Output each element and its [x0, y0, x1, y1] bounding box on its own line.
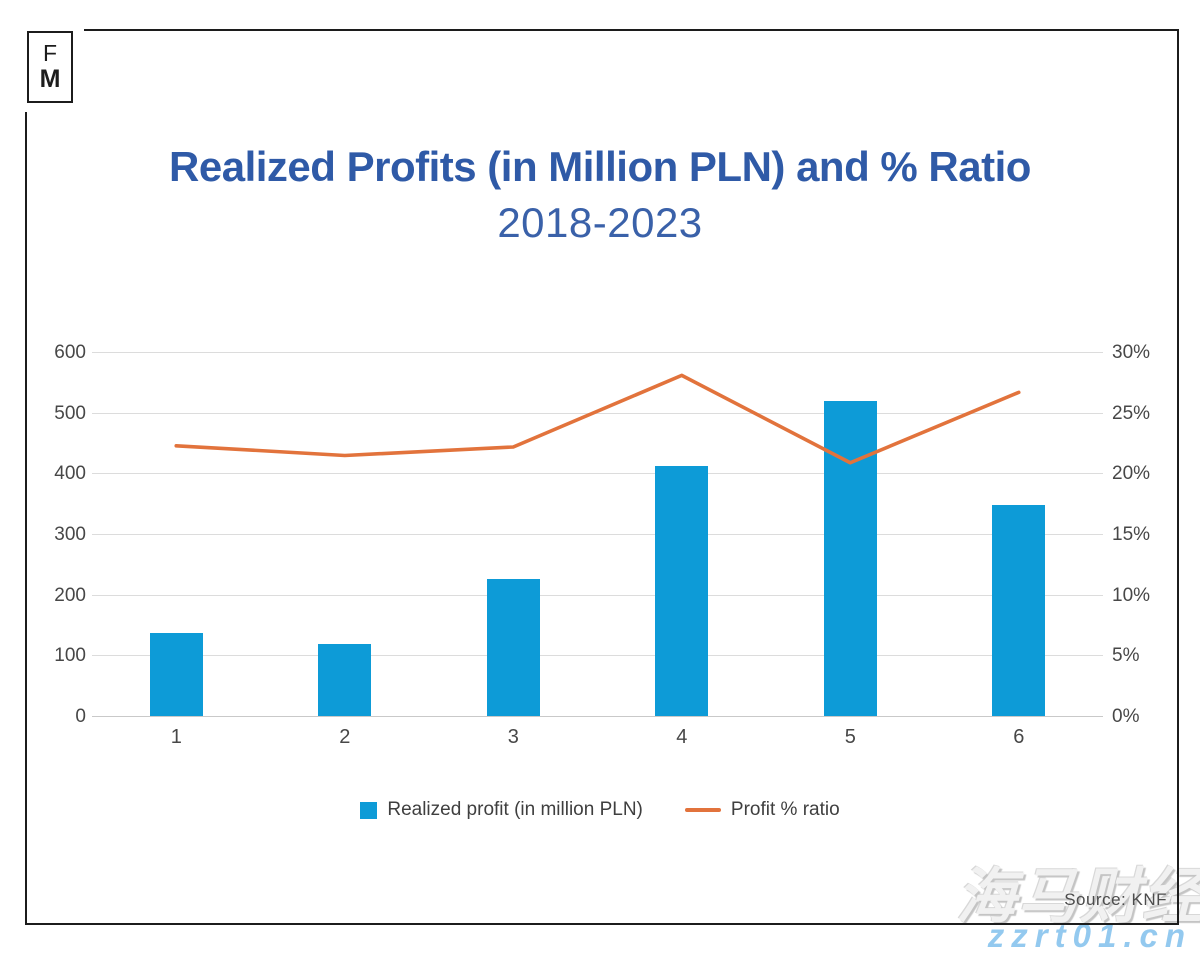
legend-item-profit-ratio: Profit % ratio [684, 799, 840, 821]
y-axis-label-right: 20% [1112, 463, 1151, 485]
gridline [92, 533, 1103, 535]
y-axis-label-left: 100 [54, 645, 86, 667]
x-axis-label: 2 [339, 725, 351, 748]
x-axis-label: 5 [844, 725, 856, 748]
profit-ratio-line [174, 373, 1021, 465]
gridline [92, 351, 1103, 353]
gridline [92, 594, 1103, 596]
y-axis-label-left: 300 [54, 523, 86, 545]
y-axis-label-right: 15% [1112, 523, 1151, 545]
bar [486, 579, 540, 717]
gridline [92, 655, 1103, 657]
y-axis-label-right: 5% [1112, 645, 1140, 667]
legend-label: Profit % ratio [730, 799, 840, 820]
x-axis-label: 3 [507, 725, 519, 748]
gridline [92, 473, 1103, 475]
x-axis-label: 1 [170, 725, 182, 748]
bar [149, 632, 203, 717]
bar [992, 504, 1046, 717]
bar [655, 466, 709, 717]
chart-subtitle: 2018-2023 [497, 199, 703, 246]
line-series-swatch-icon [684, 808, 721, 812]
legend-item-realized-profit: Realized profit (in million PLN) [360, 799, 643, 821]
fm-logo-letter-m: M [39, 65, 61, 93]
legend: Realized profit (in million PLN) Profit … [0, 799, 1200, 821]
y-axis-label-left: 400 [54, 463, 86, 485]
y-axis-label-right: 10% [1112, 584, 1151, 606]
y-axis-label-right: 25% [1112, 402, 1151, 424]
source-note: Source: KNF [1064, 890, 1167, 909]
gridline [92, 412, 1103, 414]
x-axis-label: 6 [1013, 725, 1025, 748]
bar [318, 644, 372, 717]
x-axis-label: 4 [676, 725, 688, 748]
legend-label: Realized profit (in million PLN) [387, 799, 643, 820]
y-axis-label-left: 600 [54, 341, 86, 363]
y-axis-label-left: 200 [54, 584, 86, 606]
watermark-site-url: zzrt01.cn [987, 917, 1192, 954]
y-axis-label-left: 0 [75, 706, 86, 727]
chart-title: Realized Profits (in Million PLN) and % … [169, 143, 1031, 190]
y-axis-label-right: 0% [1112, 706, 1140, 727]
gridline [92, 716, 1103, 717]
fm-logo: F M [27, 31, 73, 103]
bar-series-swatch-icon [360, 801, 378, 819]
watermark-brand-text: 海马财经 [956, 863, 1200, 930]
y-axis-label-right: 30% [1112, 341, 1151, 363]
fm-logo-letter-f: F [42, 40, 58, 66]
y-axis-label-left: 500 [54, 402, 86, 424]
bar [823, 401, 877, 717]
